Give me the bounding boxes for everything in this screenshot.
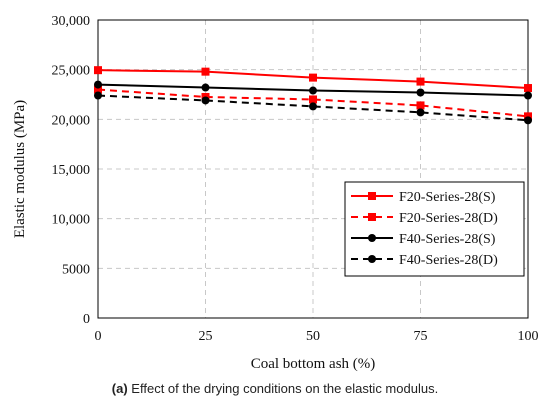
series-3 xyxy=(94,80,532,100)
y-tick-label: 0 xyxy=(83,312,90,327)
data-point xyxy=(94,85,102,94)
x-tick-label: 100 xyxy=(518,329,539,344)
legend-label: F20-Series-28(D) xyxy=(399,211,498,226)
data-point xyxy=(524,84,532,93)
data-point xyxy=(524,91,532,100)
x-tick-label: 50 xyxy=(306,329,320,344)
elastic-modulus-chart: 0 5000 10,000 15,000 20,000 25,000 30,000 0 25 5… xyxy=(12,14,539,372)
y-tick-label: 25,000 xyxy=(52,64,91,79)
caption-text: Effect of the drying conditions on the e… xyxy=(127,381,439,396)
data-point xyxy=(94,80,102,89)
x-tick-label: 75 xyxy=(414,329,428,344)
legend-marker xyxy=(368,234,376,242)
legend-label: F40-Series-28(D) xyxy=(399,253,498,268)
x-tick-label: 25 xyxy=(199,329,213,344)
legend-item: F40-Series-28(S) xyxy=(351,232,496,247)
series-1 xyxy=(94,66,532,93)
legend-item: F20-Series-28(S) xyxy=(351,190,496,205)
data-point xyxy=(94,91,102,100)
data-point xyxy=(416,88,425,97)
y-tick-label: 5000 xyxy=(62,262,90,277)
legend-marker xyxy=(368,255,376,263)
y-tick-label: 20,000 xyxy=(52,113,91,128)
data-point xyxy=(524,116,532,125)
x-tick-label: 0 xyxy=(95,329,102,344)
data-point xyxy=(201,83,210,92)
data-point xyxy=(309,102,317,111)
legend-label: F20-Series-28(S) xyxy=(399,190,496,205)
data-point xyxy=(94,66,102,75)
legend-item: F40-Series-28(D) xyxy=(351,253,498,268)
series-layer xyxy=(94,66,532,125)
data-point xyxy=(309,86,317,95)
legend-item: F20-Series-28(D) xyxy=(351,211,498,226)
data-point xyxy=(201,96,210,105)
data-point xyxy=(416,101,425,110)
x-tick-labels: 0 25 50 75 100 xyxy=(95,329,539,344)
data-point xyxy=(309,73,317,82)
y-tick-label: 15,000 xyxy=(52,163,91,178)
x-axis-label: Coal bottom ash (%) xyxy=(251,356,376,372)
data-point xyxy=(416,108,425,117)
y-tick-label: 30,000 xyxy=(52,14,91,29)
series-4 xyxy=(94,91,532,125)
caption-label: (a) xyxy=(111,381,128,396)
y-axis-label: Elastic modulus (MPa) xyxy=(12,100,28,238)
plot-frame xyxy=(97,19,529,319)
legend-marker xyxy=(368,192,376,200)
y-tick-labels: 0 5000 10,000 15,000 20,000 25,000 30,000 xyxy=(52,14,91,327)
data-point xyxy=(201,67,210,76)
legend-label: F40-Series-28(S) xyxy=(399,232,496,247)
legend-marker xyxy=(368,213,376,221)
data-point xyxy=(416,77,425,86)
figure-caption: (a) Effect of the drying conditions on t… xyxy=(0,381,550,396)
data-point xyxy=(309,95,317,104)
y-tick-label: 10,000 xyxy=(52,213,91,228)
legend: F20-Series-28(S) F20-Series-28(D) F40-Seri… xyxy=(344,181,525,277)
